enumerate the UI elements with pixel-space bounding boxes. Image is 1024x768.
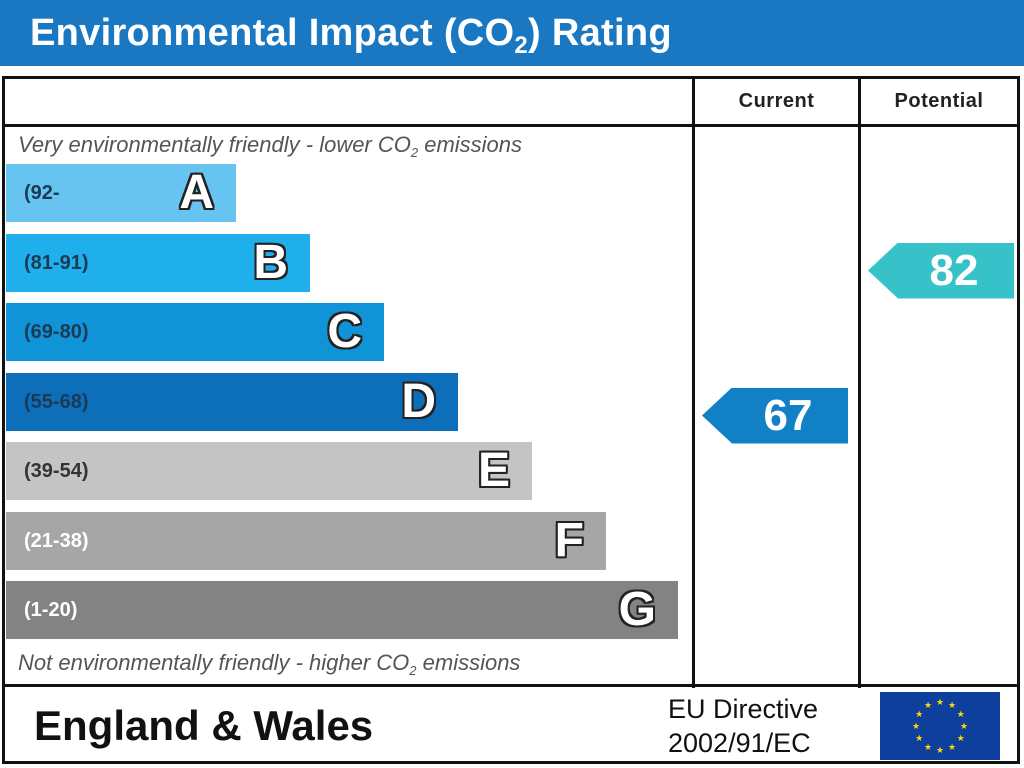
band-range-label: (81-91) <box>24 251 89 274</box>
eu-star-icon: ★ <box>912 721 920 731</box>
eu-star-icon: ★ <box>948 700 956 710</box>
band-letter: E <box>477 444 510 497</box>
band-letter: D <box>401 374 436 428</box>
header-divider <box>2 124 1020 127</box>
rating-frame <box>2 76 1020 764</box>
band-range-label: (39-54) <box>24 460 89 482</box>
eu-star-icon: ★ <box>924 700 932 710</box>
eu-star-icon: ★ <box>957 733 965 743</box>
band-letter: B <box>253 235 288 289</box>
eu-star-icon: ★ <box>936 697 944 707</box>
band-letter: F <box>554 513 584 567</box>
band-range-label: (1-20) <box>24 599 78 621</box>
eu-star-icon: ★ <box>960 721 968 731</box>
chart-title: Environmental Impact (CO2) Rating <box>30 12 672 59</box>
region-label: England & Wales <box>34 702 374 749</box>
current-rating-arrow: 67 <box>702 387 848 444</box>
potential-rating-arrow: 82 <box>868 242 1014 299</box>
top-note: Very environmentally friendly - lower CO… <box>18 132 523 160</box>
potential-rating-value: 82 <box>929 245 979 295</box>
band-range-label: (21-38) <box>24 529 89 552</box>
band-d: (55-68) D <box>6 372 458 431</box>
band-f: (21-38) F <box>6 511 606 570</box>
footer-divider <box>2 684 1020 687</box>
bottom-note: Not environmentally friendly - higher CO… <box>18 650 521 678</box>
eu-flag-icon: ★ ★ ★ ★ ★ ★ ★ ★ ★ ★ ★ ★ <box>880 692 1000 760</box>
band-e: (39-54) E <box>6 442 532 500</box>
eu-star-icon: ★ <box>915 733 923 743</box>
eu-star-icon: ★ <box>957 709 965 719</box>
band-letter: G <box>618 583 656 636</box>
eu-directive: EU Directive 2002/91/EC <box>668 694 819 758</box>
current-rating-value: 67 <box>763 390 813 440</box>
title-bar: Environmental Impact (CO2) Rating <box>0 0 1024 66</box>
band-letter: A <box>179 166 214 219</box>
band-letter: C <box>327 305 362 358</box>
column-divider-left <box>692 76 695 688</box>
eu-star-icon: ★ <box>948 742 956 752</box>
potential-column-header: Potential <box>894 90 984 112</box>
band-range-label: (69-80) <box>24 321 89 343</box>
eu-star-icon: ★ <box>936 745 944 755</box>
eu-star-icon: ★ <box>915 709 923 719</box>
current-column-header: Current <box>738 90 815 112</box>
band-a: (92- A <box>6 164 236 222</box>
eu-star-icon: ★ <box>924 742 932 752</box>
band-range-label: (92- <box>24 182 60 204</box>
band-b: (81-91) B <box>6 233 310 292</box>
column-divider-right <box>858 76 861 688</box>
band-range-label: (55-68) <box>24 390 89 413</box>
band-c: (69-80) C <box>6 303 384 361</box>
eu-stars-icon: ★ ★★★★★★★★★★★ <box>912 697 968 755</box>
band-g: (1-20) G <box>6 581 678 639</box>
